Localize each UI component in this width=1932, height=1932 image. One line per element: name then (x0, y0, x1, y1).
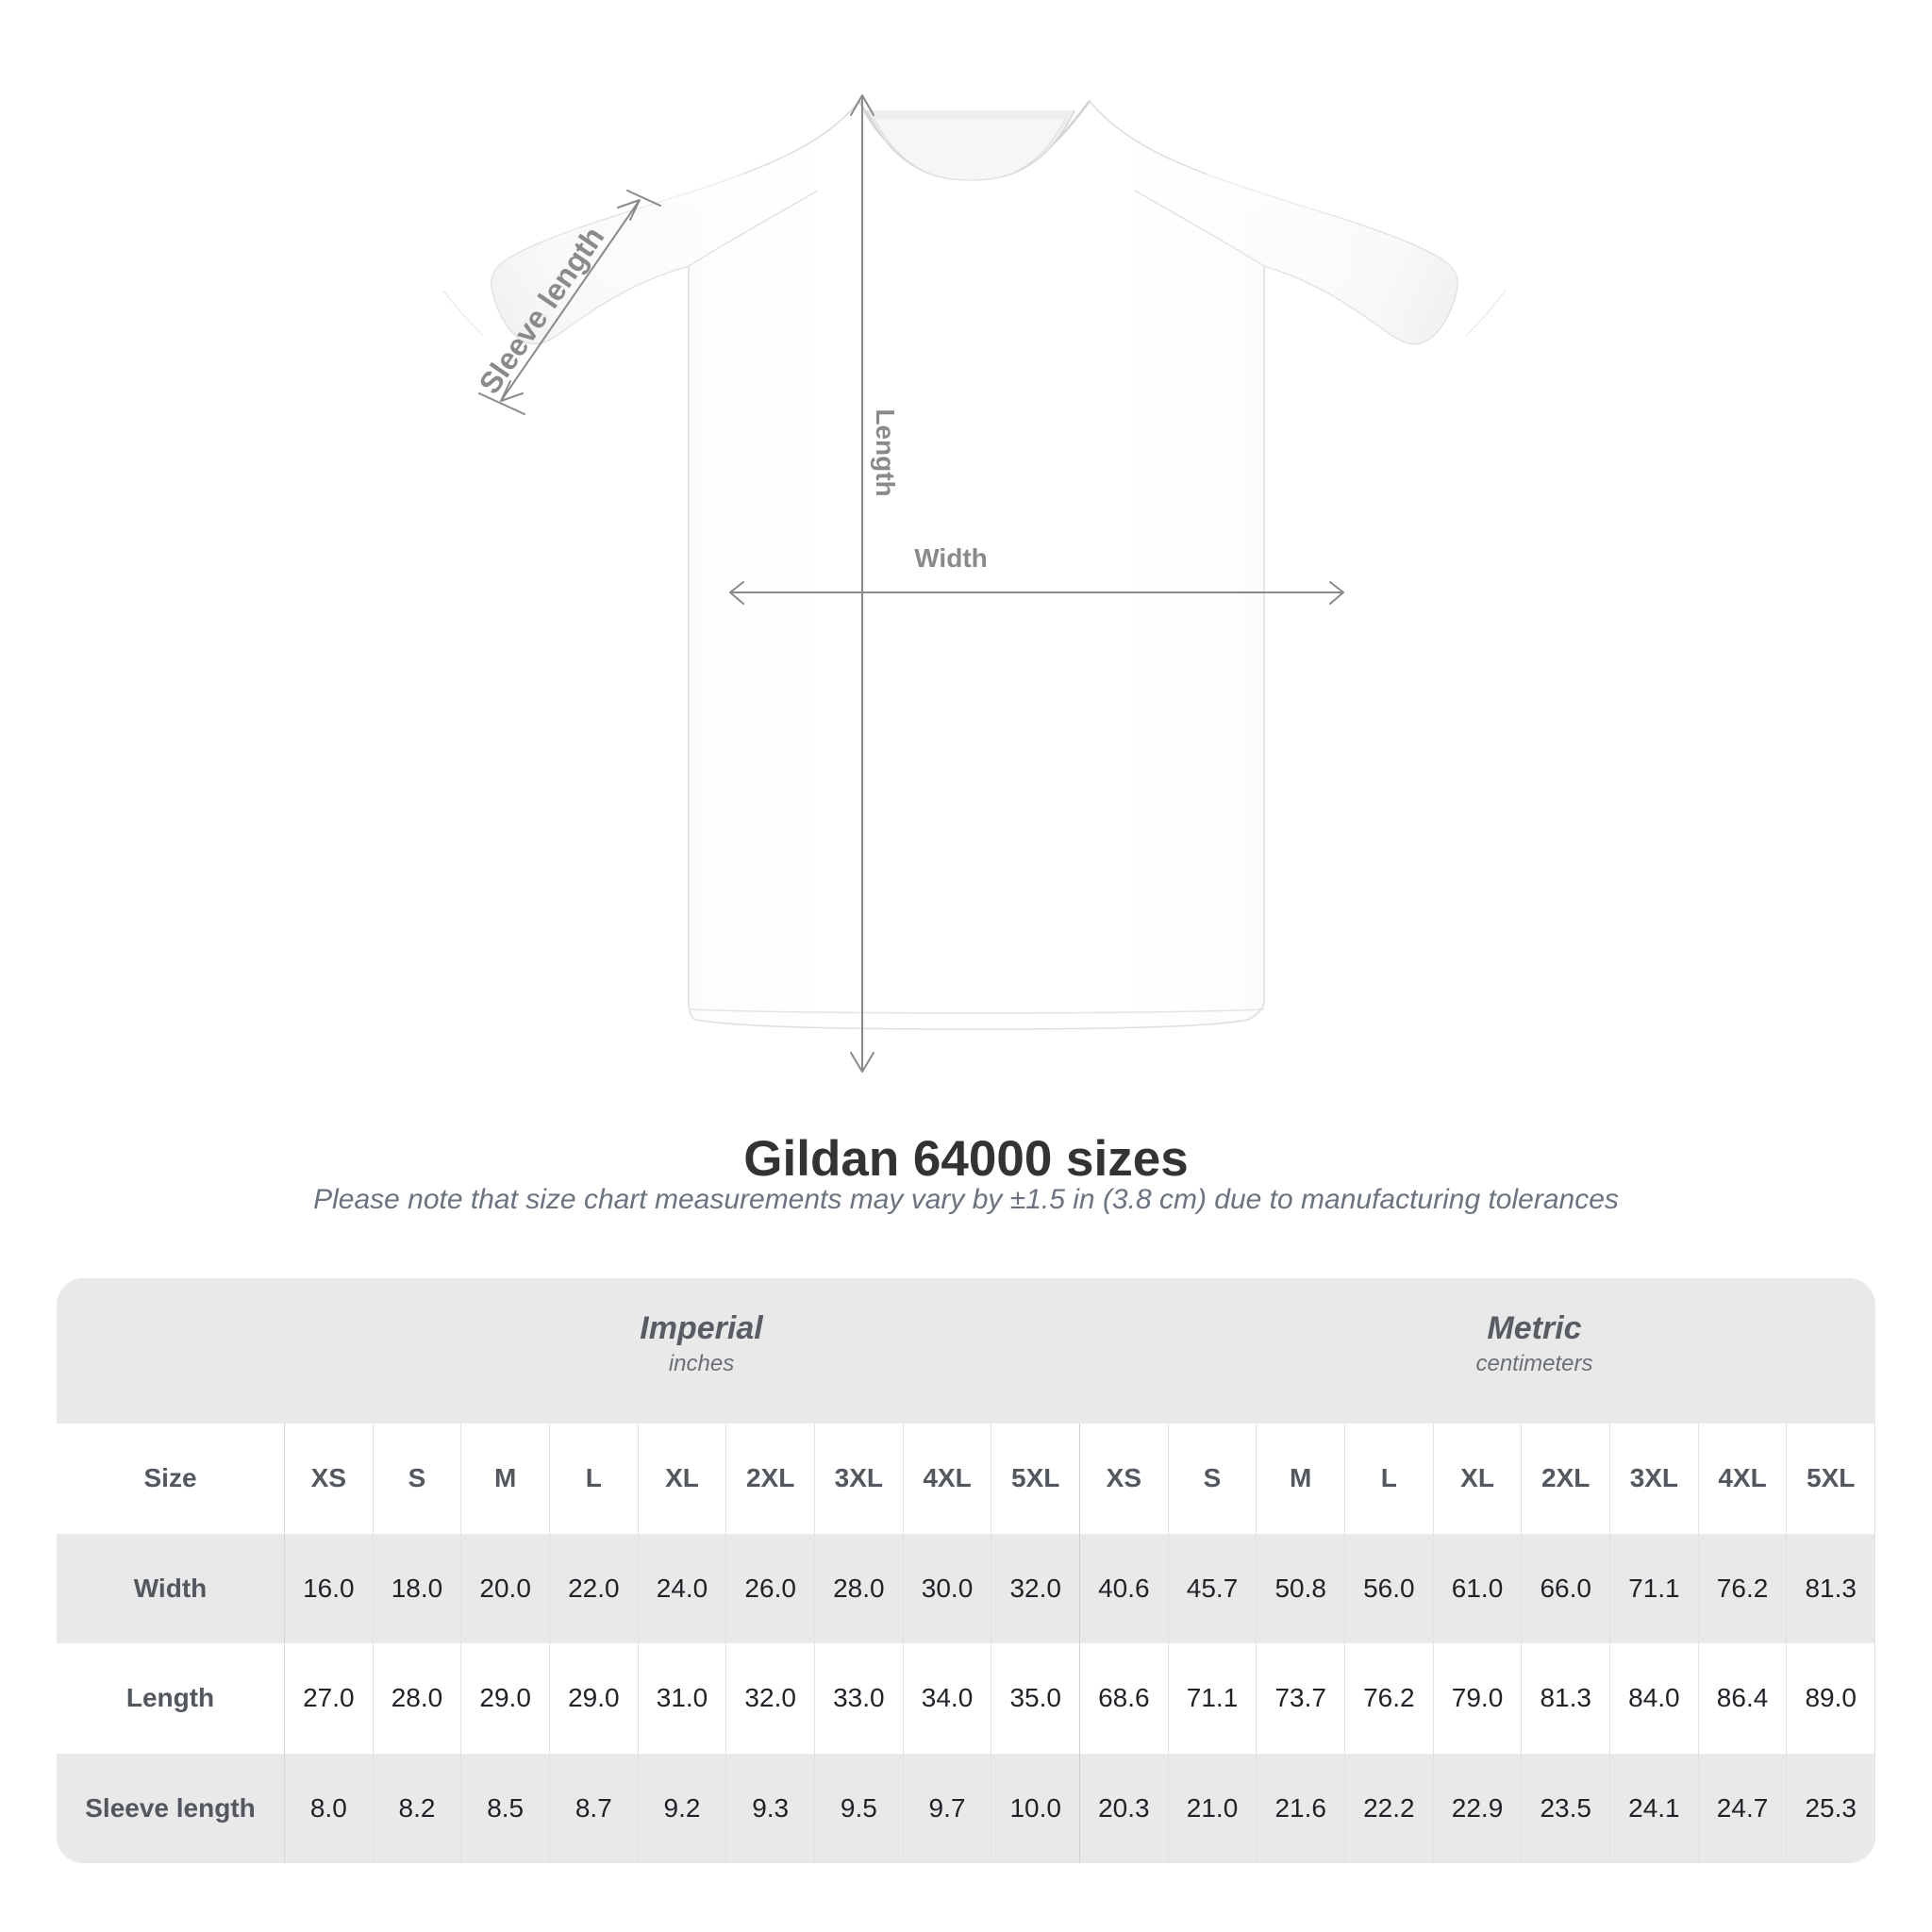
svg-text:Length: Length (871, 408, 900, 496)
svg-text:Width: Width (914, 543, 988, 573)
